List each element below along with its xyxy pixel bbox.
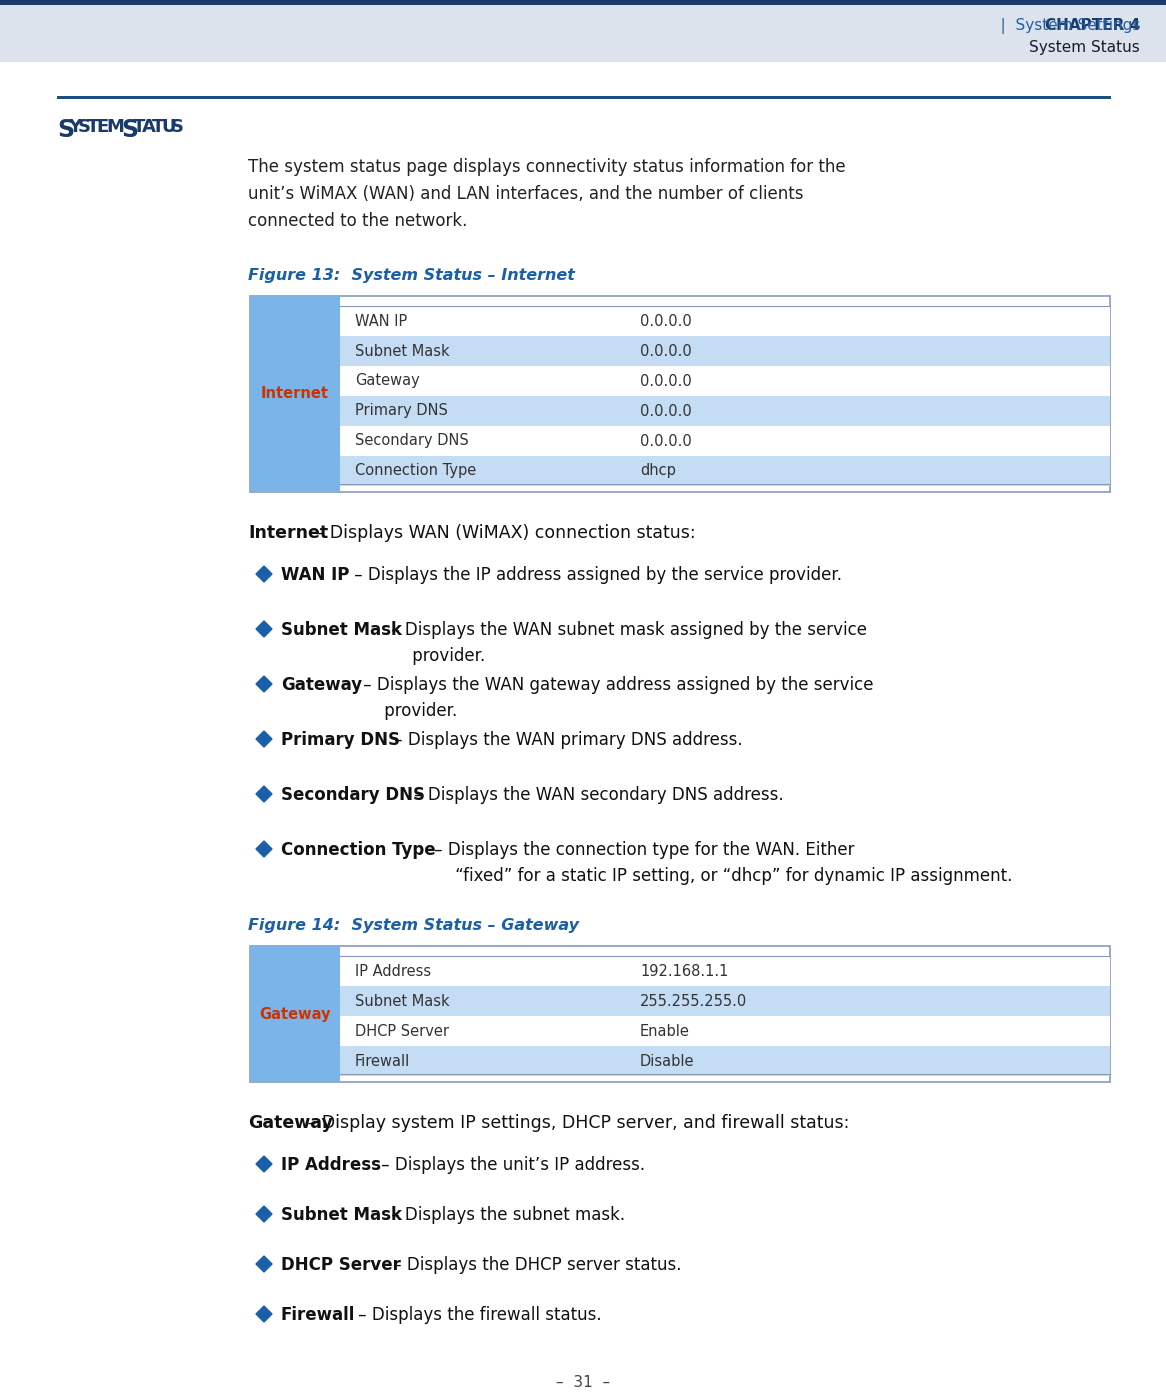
Text: 0.0.0.0: 0.0.0.0: [640, 374, 691, 389]
Text: Gateway: Gateway: [281, 676, 363, 694]
Text: S: S: [121, 118, 139, 143]
Bar: [340, 336, 1110, 367]
Bar: [340, 1016, 1110, 1046]
Text: S: S: [170, 118, 183, 136]
Bar: [340, 956, 1110, 986]
Text: DHCP Server: DHCP Server: [354, 1024, 449, 1038]
Polygon shape: [257, 1206, 272, 1221]
Text: – Displays the WAN subnet mask assigned by the service
     provider.: – Displays the WAN subnet mask assigned …: [386, 621, 868, 666]
Text: 0.0.0.0: 0.0.0.0: [640, 344, 691, 358]
Text: Primary DNS: Primary DNS: [354, 403, 448, 418]
Bar: [57, 97, 1111, 99]
Text: – Displays the unit’s IP address.: – Displays the unit’s IP address.: [375, 1156, 645, 1174]
Bar: [340, 367, 1110, 396]
Text: Subnet Mask: Subnet Mask: [354, 993, 450, 1009]
Text: Figure 13:  System Status – Internet: Figure 13: System Status – Internet: [248, 269, 575, 283]
Text: IP Address: IP Address: [281, 1156, 381, 1174]
Polygon shape: [257, 1256, 272, 1272]
Text: – Displays the firewall status.: – Displays the firewall status.: [353, 1307, 602, 1323]
Text: Gateway: Gateway: [248, 1114, 332, 1132]
Text: Gateway: Gateway: [354, 374, 420, 389]
Text: – Displays the connection type for the WAN. Either
     “fixed” for a static IP : – Displays the connection type for the W…: [429, 841, 1012, 886]
Text: T: T: [87, 118, 99, 136]
Text: CHAPTER 4: CHAPTER 4: [1045, 18, 1140, 34]
Text: T: T: [152, 118, 164, 136]
Polygon shape: [257, 1156, 272, 1172]
Bar: [340, 396, 1110, 427]
Text: – Display system IP settings, DHCP server, and firewall status:: – Display system IP settings, DHCP serve…: [302, 1114, 850, 1132]
Text: Firewall: Firewall: [354, 1053, 410, 1069]
Text: U: U: [161, 118, 175, 136]
Text: DHCP Server: DHCP Server: [281, 1256, 401, 1274]
Bar: [250, 946, 340, 1081]
Text: Enable: Enable: [640, 1024, 690, 1038]
Text: Connection Type: Connection Type: [281, 841, 436, 859]
Bar: [250, 297, 340, 492]
Text: Primary DNS: Primary DNS: [281, 732, 400, 748]
Text: E: E: [97, 118, 108, 136]
Text: 0.0.0.0: 0.0.0.0: [640, 313, 691, 329]
Text: S: S: [57, 118, 75, 143]
Text: Firewall: Firewall: [281, 1307, 356, 1323]
Text: – Displays WAN (WiMAX) connection status:: – Displays WAN (WiMAX) connection status…: [310, 525, 696, 541]
Text: Secondary DNS: Secondary DNS: [354, 434, 469, 449]
Text: IP Address: IP Address: [354, 964, 431, 978]
Text: Connection Type: Connection Type: [354, 463, 476, 478]
Text: System Status: System Status: [1030, 41, 1140, 55]
Text: WAN IP: WAN IP: [281, 567, 350, 583]
Text: A: A: [142, 118, 156, 136]
Polygon shape: [257, 1307, 272, 1322]
Text: Y: Y: [69, 118, 82, 136]
Text: Subnet Mask: Subnet Mask: [281, 1206, 402, 1224]
Text: 0.0.0.0: 0.0.0.0: [640, 434, 691, 449]
Text: S: S: [78, 118, 91, 136]
Text: Internet: Internet: [248, 525, 328, 541]
Text: – Displays the WAN secondary DNS address.: – Displays the WAN secondary DNS address…: [409, 786, 784, 804]
Bar: [250, 297, 1110, 492]
Text: Subnet Mask: Subnet Mask: [281, 621, 402, 639]
Bar: [340, 456, 1110, 485]
Text: Figure 14:  System Status – Gateway: Figure 14: System Status – Gateway: [248, 918, 580, 933]
Text: |  System Settings: | System Settings: [947, 18, 1140, 34]
Polygon shape: [257, 676, 272, 693]
Text: Disable: Disable: [640, 1053, 695, 1069]
Text: Subnet Mask: Subnet Mask: [354, 344, 450, 358]
Polygon shape: [257, 732, 272, 747]
Bar: [250, 946, 1110, 1081]
Text: 255.255.255.0: 255.255.255.0: [640, 993, 747, 1009]
Polygon shape: [257, 786, 272, 802]
Bar: [0, 0, 1166, 6]
Bar: [340, 427, 1110, 456]
Polygon shape: [257, 841, 272, 858]
Text: dhcp: dhcp: [640, 463, 676, 478]
Text: Secondary DNS: Secondary DNS: [281, 786, 424, 804]
Polygon shape: [257, 621, 272, 637]
Text: Gateway: Gateway: [259, 1006, 331, 1021]
Text: – Displays the subnet mask.: – Displays the subnet mask.: [386, 1206, 625, 1224]
Polygon shape: [257, 567, 272, 582]
Text: – Displays the WAN gateway address assigned by the service
     provider.: – Displays the WAN gateway address assig…: [358, 676, 873, 720]
Text: T: T: [133, 118, 146, 136]
Text: The system status page displays connectivity status information for the
unit’s W: The system status page displays connecti…: [248, 158, 845, 231]
Text: 192.168.1.1: 192.168.1.1: [640, 964, 729, 978]
Bar: [340, 306, 1110, 336]
Text: – Displays the IP address assigned by the service provider.: – Displays the IP address assigned by th…: [349, 567, 842, 583]
Text: – Displays the DHCP server status.: – Displays the DHCP server status.: [388, 1256, 681, 1274]
Text: Internet: Internet: [261, 386, 329, 402]
Text: – Displays the WAN primary DNS address.: – Displays the WAN primary DNS address.: [389, 732, 743, 748]
Bar: [0, 0, 1166, 62]
Text: WAN IP: WAN IP: [354, 313, 407, 329]
Text: –  31  –: – 31 –: [556, 1375, 610, 1391]
Text: M: M: [106, 118, 124, 136]
Bar: [340, 986, 1110, 1016]
Text: 0.0.0.0: 0.0.0.0: [640, 403, 691, 418]
Bar: [340, 1046, 1110, 1076]
